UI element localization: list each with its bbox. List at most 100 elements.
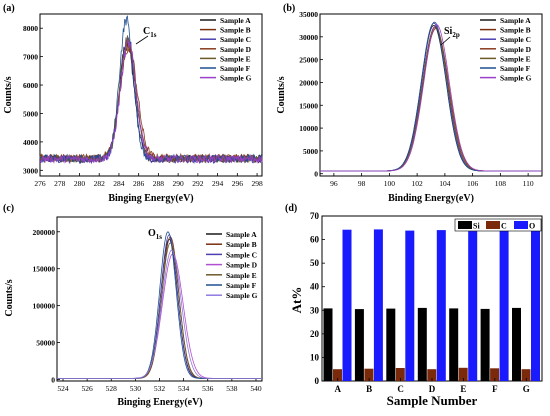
y-axis-label-b: Counts/s	[276, 76, 287, 113]
panel-c: (c) 0 50000 100000 150000 200000 524 526 528 53…	[3, 203, 263, 408]
x-tick-label: 540	[250, 384, 262, 393]
legend-label: Sample F	[220, 64, 251, 73]
x-tick-label: D	[429, 384, 436, 394]
y-ticks-a: 3000 4000 5000 6000 7000 8000	[23, 24, 43, 175]
bar-c-d	[427, 369, 437, 381]
legend-label: Si	[473, 222, 480, 231]
legend-label: Sample E	[220, 54, 251, 63]
bar-o-e	[468, 231, 478, 381]
legend-label: Sample D	[220, 45, 252, 54]
x-ticks-b: 96 98 100 102 104 106 108 110	[330, 173, 534, 188]
legend-label: Sample C	[500, 35, 531, 44]
x-axis-label-c: Binging Energy(eV)	[117, 397, 202, 408]
x-tick-label: 290	[173, 179, 185, 188]
legend-label: O	[529, 222, 535, 231]
bar-o-d	[436, 230, 446, 381]
bar-si-g	[512, 307, 521, 381]
x-tick-label: 104	[439, 179, 451, 188]
x-axis-label-d: Sample Number	[387, 393, 478, 408]
x-tick-label: 288	[153, 179, 165, 188]
x-tick-label: 532	[154, 384, 166, 393]
bar-c-c	[395, 368, 405, 381]
legend-label: Sample G	[226, 291, 258, 300]
legend-label: Sample D	[500, 45, 532, 54]
x-ticks-d: A B C D E F G	[334, 378, 530, 394]
x-tick-label: 96	[330, 179, 338, 188]
y-tick-label: 100000	[33, 302, 56, 311]
y-tick-label: 30	[310, 305, 320, 315]
y-tick-label: 60	[310, 235, 320, 245]
x-tick-label: 286	[133, 179, 145, 188]
x-tick-label: F	[492, 384, 498, 394]
panel-label-b: (b)	[283, 3, 295, 14]
series-lines-a	[39, 15, 263, 165]
y-tick-label: 0	[314, 170, 318, 179]
legend-label: Sample D	[226, 261, 258, 270]
x-tick-label: 280	[74, 179, 86, 188]
x-tick-label: 100	[384, 179, 396, 188]
panel-a: (a) 3000 4000 5000 6000 7000 8000 276 278 280 28…	[3, 3, 263, 204]
bar-si-f	[480, 308, 490, 381]
x-tick-label: C	[397, 384, 404, 394]
y-tick-label: 3000	[23, 166, 38, 175]
series-line-sample-g	[320, 24, 542, 172]
x-tick-label: 108	[495, 179, 507, 188]
x-tick-label: 538	[226, 384, 238, 393]
bar-si-e	[449, 308, 459, 381]
x-tick-label: A	[334, 384, 341, 394]
panel-label-a: (a)	[3, 3, 15, 14]
bar-c-b	[364, 368, 374, 381]
bar-c-g	[521, 369, 531, 381]
series-lines-b	[320, 21, 542, 172]
y-tick-label: 15000	[299, 101, 318, 110]
legend-label: Sample E	[500, 54, 531, 63]
x-tick-label: 536	[202, 384, 214, 393]
y-tick-label: 4000	[23, 138, 38, 147]
x-tick-label: 98	[358, 179, 366, 188]
x-tick-label: 110	[523, 179, 534, 188]
bar-o-g	[531, 230, 540, 381]
series-lines-c	[57, 231, 262, 379]
y-tick-label: 20000	[299, 78, 318, 87]
peak-pointer-a	[135, 35, 149, 45]
x-tick-label: 524	[57, 384, 69, 393]
y-ticks-d: 0 10 20 30 40 50 60 70	[310, 211, 325, 386]
peak-annotation-b: Si2p	[444, 26, 460, 39]
bar-c-f	[490, 368, 500, 381]
y-tick-label: 35000	[299, 10, 318, 19]
bars-d	[323, 229, 540, 381]
y-axis-label-c: Counts/s	[4, 279, 15, 316]
bar-c-e	[458, 367, 468, 381]
y-tick-label: 6000	[23, 81, 38, 90]
bar-si-b	[354, 309, 364, 381]
bar-c-a	[333, 369, 342, 381]
legend-label: Sample B	[226, 240, 257, 249]
legend-label: Sample C	[226, 250, 257, 259]
legend-label: Sample F	[226, 281, 257, 290]
y-tick-label: 8000	[23, 24, 38, 33]
panel-label-c: (c)	[3, 203, 14, 214]
bar-o-b	[373, 229, 383, 381]
y-ticks-b: 0 5000 10000 15000 20000 25000 30000 35000	[299, 10, 323, 179]
y-tick-label: 30000	[299, 33, 318, 42]
x-tick-label: 276	[34, 179, 46, 188]
y-tick-label: 5000	[303, 147, 318, 156]
bar-si-d	[417, 307, 427, 381]
x-tick-label: 282	[94, 179, 106, 188]
y-tick-label: 10	[310, 352, 320, 362]
y-tick-label: 70	[310, 211, 320, 221]
x-tick-label: 284	[113, 179, 125, 188]
y-axis-label-d: At%	[289, 287, 304, 314]
peak-annotation-c: O1s	[148, 228, 162, 241]
bar-o-f	[499, 230, 509, 381]
bar-si-a	[323, 308, 333, 381]
legend-label: Sample F	[500, 64, 531, 73]
legend-label: Sample G	[500, 74, 532, 83]
legend-label: Sample A	[500, 16, 531, 25]
legend-label: C	[501, 222, 507, 231]
plot-frame-a	[39, 13, 263, 177]
y-tick-label: 5000	[23, 109, 38, 118]
panel-label-d: (d)	[285, 203, 297, 214]
x-tick-label: 526	[82, 384, 94, 393]
